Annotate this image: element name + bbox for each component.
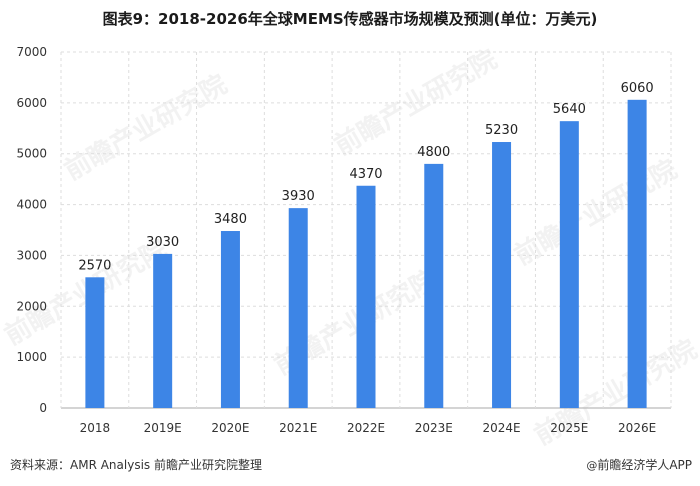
x-tick-label: 2021E <box>279 421 317 435</box>
footer: 资料来源：AMR Analysis 前瞻产业研究院整理 @前瞻经济学人APP <box>10 456 692 478</box>
y-tick-label: 7000 <box>16 45 47 59</box>
data-label: 5640 <box>553 102 586 117</box>
y-tick-label: 2000 <box>16 299 47 313</box>
data-label: 6060 <box>621 81 654 96</box>
data-label: 3480 <box>214 212 247 227</box>
x-tick-label: 2022E <box>347 421 385 435</box>
y-tick-label: 0 <box>39 401 47 415</box>
y-tick-label: 1000 <box>16 350 47 364</box>
bar <box>220 231 240 408</box>
x-tick-label: 2023E <box>415 421 453 435</box>
bar <box>85 277 105 408</box>
data-label: 4800 <box>417 145 450 160</box>
y-tick-label: 5000 <box>16 147 47 161</box>
y-axis: 0 1000 2000 3000 4000 5000 6000 7000 <box>16 45 47 415</box>
x-tick-label: 2019E <box>144 421 182 435</box>
source-note: 资料来源：AMR Analysis 前瞻产业研究院整理 <box>10 458 262 472</box>
bar <box>492 142 512 408</box>
watermark-text: 前瞻产业研究院 <box>59 69 232 187</box>
at-icon: @ <box>586 459 598 472</box>
x-axis: 2018 2019E 2020E 2021E 2022E 2023E 2024E 2025E 2… <box>80 421 657 435</box>
watermark-layer: 前瞻产业研究院前瞻产业研究院前瞻产业研究院前瞻产业研究院前瞻产业研究院前瞻产业研… <box>0 44 700 452</box>
x-tick-label: 2026E <box>618 421 656 435</box>
bar <box>424 163 444 408</box>
y-tick-label: 4000 <box>16 198 47 212</box>
watermark-text: 前瞻产业研究院 <box>509 154 682 272</box>
data-label: 5230 <box>485 123 518 138</box>
x-tick-label: 2020E <box>211 421 249 435</box>
chart-title: 图表9：2018-2026年全球MEMS传感器市场规模及预测(单位：万美元) <box>102 10 598 28</box>
x-tick-label: 2025E <box>550 421 588 435</box>
bar <box>627 99 647 408</box>
data-label: 3930 <box>282 189 315 204</box>
data-label: 2570 <box>78 258 111 273</box>
y-tick-label: 6000 <box>16 96 47 110</box>
bars <box>85 99 647 408</box>
bar <box>153 253 173 408</box>
data-labels: 2570 3030 3480 3930 4370 4800 5230 5640 6060 <box>78 81 653 273</box>
bar <box>559 121 579 408</box>
bar <box>288 208 308 408</box>
bar <box>356 185 376 408</box>
x-tick-label: 2018 <box>80 421 111 435</box>
data-label: 4370 <box>349 167 382 182</box>
brand-credit: @前瞻经济学人APP <box>586 456 692 473</box>
data-label: 3030 <box>146 235 179 250</box>
x-tick-label: 2024E <box>482 421 520 435</box>
brand-name: 前瞻经济学人APP <box>597 458 692 472</box>
y-tick-label: 3000 <box>16 248 47 262</box>
